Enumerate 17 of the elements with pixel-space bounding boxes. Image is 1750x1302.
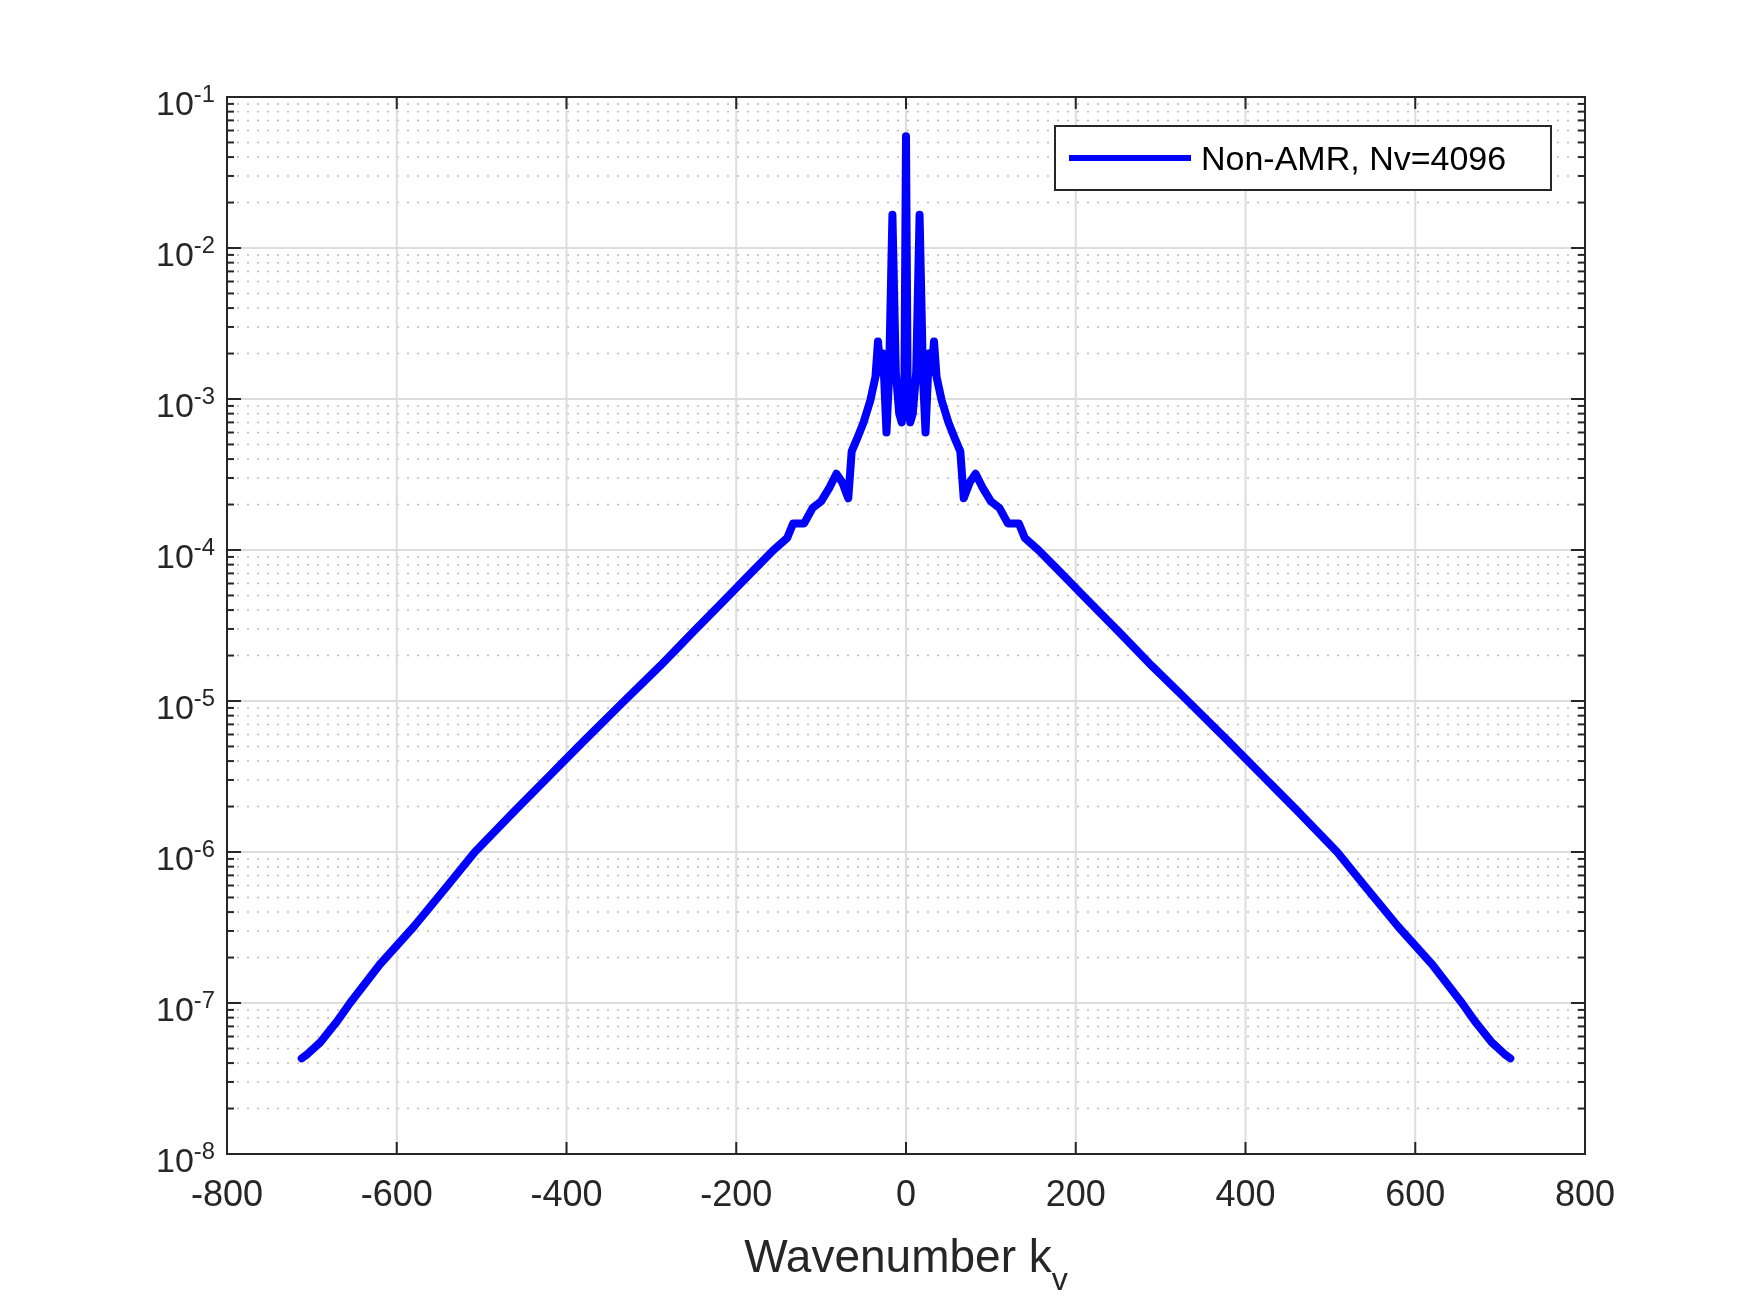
y-tick-label: 10$^{-5}$ [156, 683, 215, 726]
x-tick-label: 200 [1045, 1173, 1106, 1214]
legend-label: Non-AMR, Nv=4096 [1201, 139, 1507, 177]
x-tick-label: 400 [1215, 1173, 1276, 1214]
y-tick-label: 10$^{-4}$ [156, 532, 215, 575]
x-tick-label: 600 [1385, 1173, 1446, 1214]
y-tick-label: 10$^{-1}$ [156, 79, 215, 122]
y-tick-label: 10$^{-3}$ [156, 381, 215, 424]
y-tick-label: 10$^{-2}$ [156, 230, 215, 273]
x-tick-label: -200 [700, 1173, 773, 1214]
y-tick-label: 10$^{-7}$ [156, 985, 215, 1028]
x-tick-label: 800 [1554, 1173, 1616, 1214]
x-tick-label: -600 [360, 1173, 433, 1214]
x-tick-label: -400 [530, 1173, 603, 1214]
y-tick-label: 10$^{-6}$ [156, 834, 215, 877]
x-axis-title: Wavenumber k$_{v}$ [744, 1230, 1068, 1297]
x-tick-label: 0 [895, 1173, 917, 1214]
